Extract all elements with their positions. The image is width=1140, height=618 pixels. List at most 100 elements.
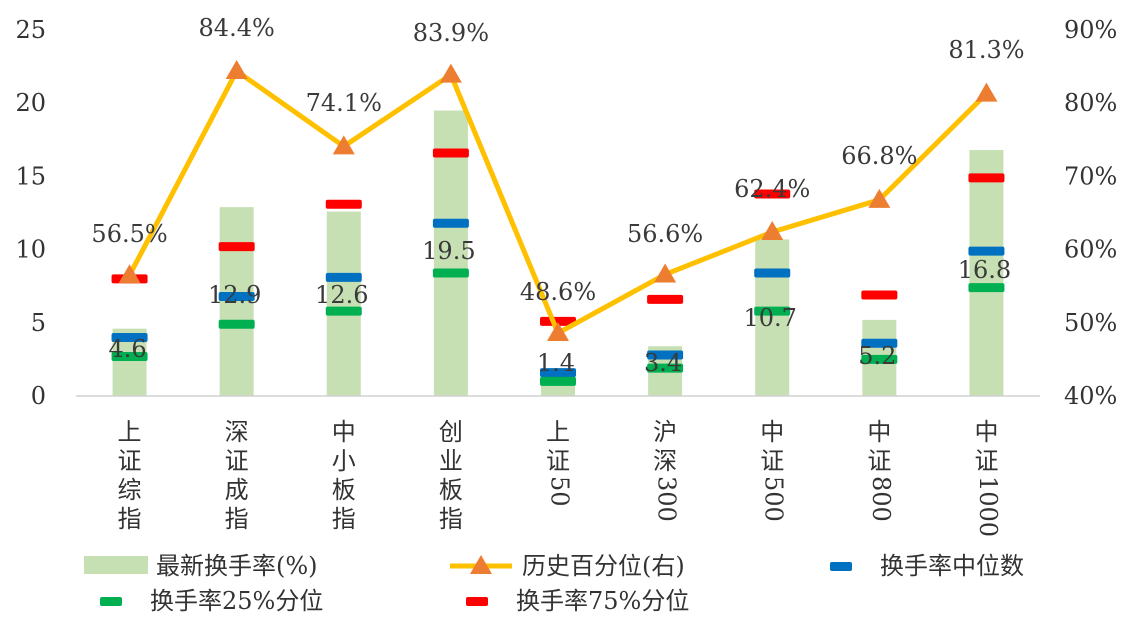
bar-4: [433, 110, 468, 397]
category-label-5-part-3: 50: [546, 476, 574, 507]
percentile-value-label-5: 48.6%: [520, 278, 596, 306]
percentile-value-label-9: 81.3%: [948, 36, 1024, 64]
bar-9: [969, 150, 1004, 396]
y-right-tick-label: 70%: [1064, 162, 1117, 190]
category-label-7-part-1: 中: [760, 418, 784, 446]
legend-label-4: 换手率25%分位: [150, 587, 323, 615]
dash-marker-s3-4: [432, 148, 469, 158]
category-label-3-part-2: 小: [332, 447, 356, 475]
percentile-marker-5: [547, 322, 569, 342]
dash-marker-s2-1: [111, 351, 148, 361]
dash-marker-s1-1: [111, 332, 148, 342]
dash-marker-s2-4: [432, 268, 469, 278]
category-label-8-part-2: 证: [867, 447, 891, 475]
dash-marker-s3-2: [218, 242, 255, 252]
dash-marker-s1-3: [325, 272, 362, 282]
bar-value-label-4: 19.5: [422, 237, 475, 265]
bar-2: [219, 207, 254, 396]
bar-value-label-1: 4.6: [108, 335, 146, 363]
percentile-value-label-6: 56.6%: [627, 220, 703, 248]
bar-value-label-6: 3.4: [644, 349, 682, 377]
legend-swatch-bar: [84, 556, 148, 574]
y-left-tick-label: 0: [31, 382, 46, 410]
percentile-value-label-1: 56.5%: [91, 220, 167, 248]
dash-marker-s3-7: [754, 189, 791, 199]
category-label-3-part-3: 板: [332, 476, 356, 504]
dash-marker-s3-3: [325, 199, 362, 209]
dash-marker-s1-9: [968, 246, 1005, 256]
percentile-marker-2: [225, 59, 248, 79]
category-label-5-part-2: 证: [546, 447, 570, 475]
legend-label-1: 最新换手率(%): [156, 552, 318, 580]
category-label-9-part-1: 中: [974, 418, 998, 446]
percentile-marker-7: [761, 221, 784, 241]
bar-value-label-7: 10.7: [744, 304, 797, 332]
dash-marker-s1-8: [861, 338, 898, 348]
percentile-value-label-7: 62.4%: [734, 175, 810, 203]
y-left-tick-label: 25: [15, 16, 46, 44]
y-left-tick-label: 15: [15, 162, 46, 190]
dash-marker-s1-4: [432, 218, 469, 228]
dash-marker-s2-9: [968, 283, 1005, 293]
legend-swatch-dash-2: [830, 562, 852, 571]
y-right-tick-label: 80%: [1064, 89, 1117, 117]
dash-marker-s3-5: [540, 316, 576, 326]
category-label-3-part-1: 中: [332, 418, 356, 446]
legend-label-5: 换手率75%分位: [516, 587, 689, 615]
bar-3: [326, 211, 361, 396]
category-label-4-part-2: 业: [439, 447, 463, 475]
percentile-marker-8: [868, 188, 891, 208]
category-label-9-part-2: 证: [974, 447, 998, 475]
category-label-8-part-3: 800: [867, 476, 895, 522]
category-label-2-part-3: 成: [225, 476, 249, 504]
category-label-2-part-4: 指: [225, 505, 249, 533]
dash-series-markers: [111, 148, 1005, 386]
bar-7: [755, 239, 790, 396]
dash-marker-s1-5: [540, 368, 576, 378]
category-label-7-part-3: 500: [760, 476, 788, 522]
category-label-1-part-4: 指: [118, 505, 142, 533]
category-label-2-part-1: 深: [225, 418, 249, 446]
dash-marker-s2-5: [540, 376, 576, 386]
category-label-6-part-3: 300: [653, 476, 681, 522]
dash-marker-s1-6: [647, 350, 684, 360]
y-right-tick-label: 90%: [1064, 16, 1117, 44]
percentile-value-label-8: 66.8%: [841, 142, 917, 170]
legend-swatch-dash-4: [466, 597, 488, 606]
category-label-5-part-1: 上: [546, 418, 570, 446]
category-label-9-part-3: 1000: [974, 476, 1002, 537]
legend-swatch-dash-3: [100, 597, 122, 606]
bar-value-label-9: 16.8: [958, 256, 1011, 284]
category-label-6-part-1: 沪: [653, 418, 677, 446]
dash-marker-s2-8: [861, 354, 898, 364]
y-left-tick-label: 5: [31, 309, 46, 337]
dash-marker-s1-2: [218, 291, 255, 301]
legend-swatch-marker: [470, 555, 492, 574]
dash-marker-s3-8: [861, 290, 898, 300]
category-label-1-part-1: 上: [118, 418, 142, 446]
percentile-marker-6: [654, 263, 677, 283]
category-label-1-part-2: 证: [118, 447, 142, 475]
y-right-tick-label: 60%: [1064, 236, 1117, 264]
percentile-marker-1: [118, 264, 141, 284]
line-series-historical-percentile: [118, 59, 998, 342]
percentile-marker-9: [975, 82, 998, 102]
percentile-marker-4: [439, 63, 462, 83]
category-label-3-part-4: 指: [332, 505, 356, 533]
bar-value-label-2: 12.9: [208, 281, 261, 309]
y-left-tick-label: 20: [15, 89, 46, 117]
category-label-4-part-3: 板: [439, 476, 463, 504]
category-label-4-part-1: 创: [439, 418, 463, 446]
legend-label-2: 历史百分位(右): [522, 552, 685, 580]
percentile-marker-3: [332, 135, 355, 155]
category-label-7-part-2: 证: [760, 447, 784, 475]
dash-marker-s2-2: [218, 319, 255, 329]
dash-marker-s3-9: [968, 173, 1005, 183]
chart-axes: 051015202540%50%60%70%80%90%上证综指深证成指中小板指…: [15, 16, 1117, 537]
percentile-value-label-2: 84.4%: [199, 14, 275, 42]
category-label-1-part-3: 综: [118, 476, 142, 504]
y-left-tick-label: 10: [15, 236, 46, 264]
category-label-4-part-4: 指: [439, 505, 463, 533]
category-label-6-part-2: 深: [653, 447, 677, 475]
